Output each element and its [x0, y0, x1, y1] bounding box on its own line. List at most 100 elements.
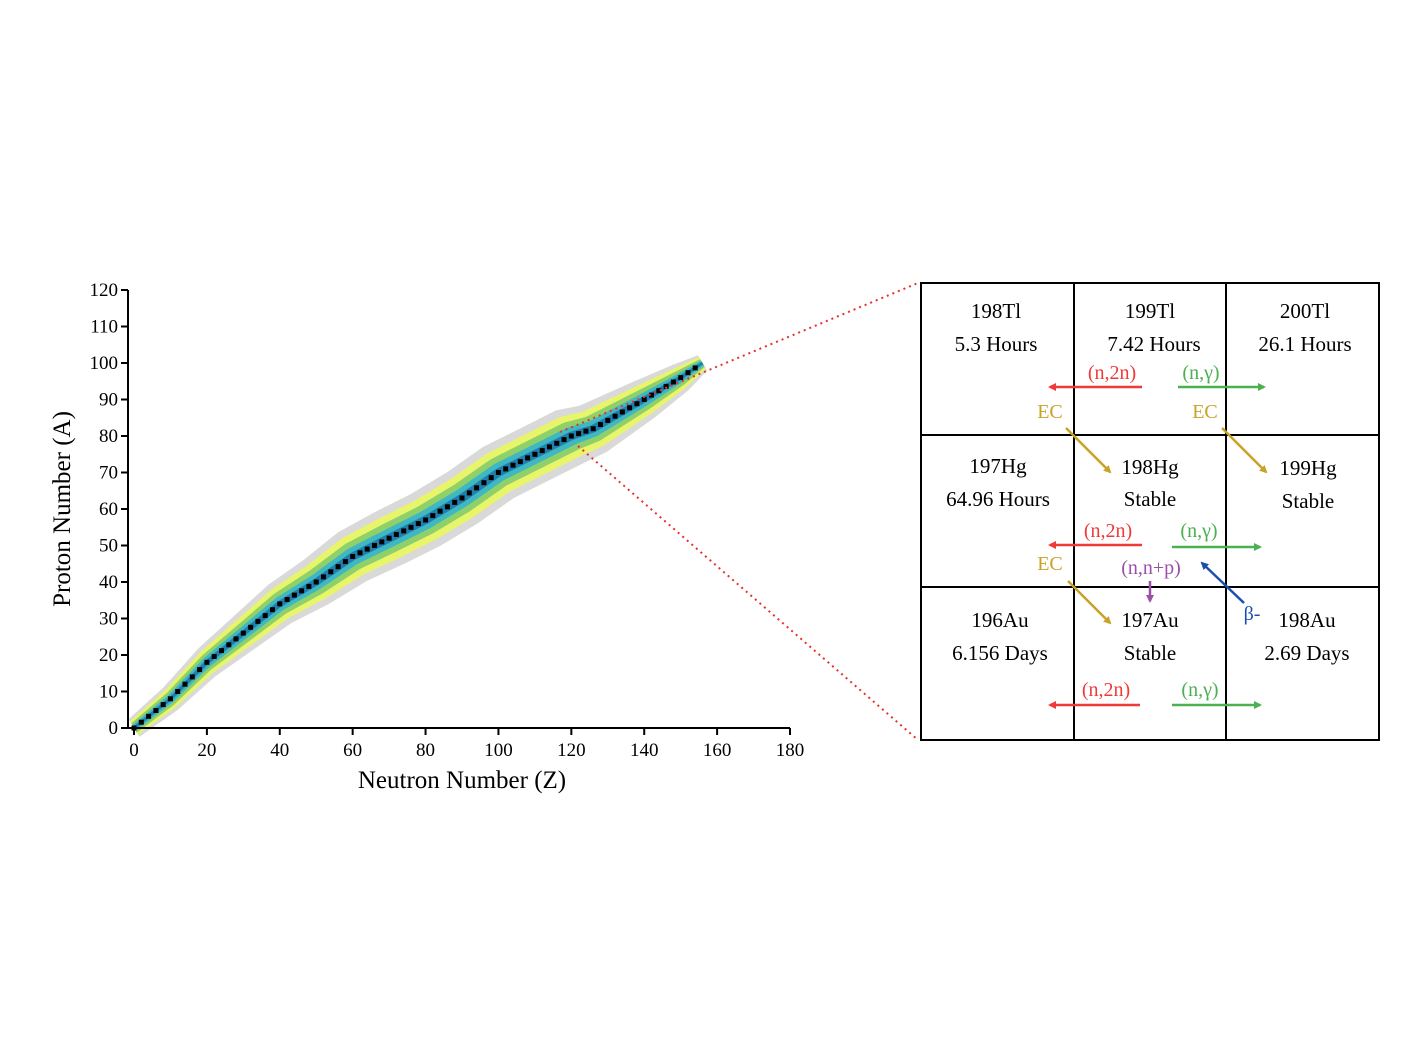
stable-nuclide	[313, 579, 319, 585]
y-tick-label: 60	[99, 499, 118, 520]
stable-nuclide	[364, 546, 370, 552]
stable-nuclide	[321, 574, 326, 580]
stable-nuclide	[342, 559, 348, 565]
cell-200Tl-name: 200Tl	[1280, 299, 1330, 323]
stable-nuclide	[270, 607, 275, 613]
cell-197Hg-info: 64.96 Hours	[946, 487, 1050, 511]
stable-nuclide	[189, 674, 195, 680]
y-ticks: 0 10 20 30 40 50 60 70 80 90 100 110 120	[90, 280, 128, 739]
x-tick-label: 120	[557, 740, 586, 761]
stable-nuclide	[641, 397, 647, 402]
stable-nuclide	[634, 401, 640, 407]
stable-nuclide	[233, 636, 239, 642]
stable-nuclide	[372, 543, 377, 548]
nuclide-grid: 198Tl 5.3 Hours 199Tl 7.42 Hours 200Tl 2…	[920, 282, 1380, 741]
stable-nuclide	[248, 624, 254, 630]
stable-nuclide	[240, 630, 246, 636]
x-tick-label: 180	[776, 740, 805, 761]
stable-nuclide	[510, 462, 516, 468]
stability-line	[131, 365, 698, 731]
stable-nuclide	[262, 613, 268, 619]
stable-nuclide	[211, 654, 217, 659]
y-tick-label: 40	[99, 572, 118, 593]
stable-nuclide	[525, 455, 531, 461]
stable-nuclide	[452, 499, 458, 505]
cell-199Hg-info: Stable	[1282, 489, 1335, 513]
stable-nuclide	[291, 592, 297, 598]
stable-nuclide	[670, 379, 676, 385]
stable-nuclide	[197, 667, 203, 673]
stable-nuclide	[226, 642, 232, 648]
stable-nuclide	[488, 475, 494, 481]
cell-198Tl-info: 5.3 Hours	[955, 332, 1038, 356]
cell-198Hg-info: Stable	[1124, 487, 1177, 511]
stable-nuclide	[547, 444, 552, 450]
stable-nuclide	[401, 528, 407, 534]
stable-nuclide	[466, 490, 472, 496]
x-tick-label: 80	[416, 740, 435, 761]
x-tick-label: 160	[703, 740, 732, 761]
stable-nuclide	[138, 719, 144, 725]
stable-nuclide	[167, 696, 173, 702]
cell-198Hg-name: 198Hg	[1121, 455, 1179, 479]
rx-beta-arrow	[1200, 561, 1245, 604]
y-tick-label: 0	[109, 718, 119, 739]
stable-nuclide	[255, 618, 261, 624]
stable-nuclide	[561, 437, 567, 443]
cell-198Au-info: 2.69 Days	[1264, 641, 1349, 665]
stable-nuclide	[568, 433, 574, 439]
stable-nuclide	[182, 681, 188, 687]
rx-ec-arrow	[1067, 580, 1112, 625]
stable-nuclide	[299, 588, 305, 594]
stable-nuclide	[503, 466, 509, 472]
cell-198Tl-name: 198Tl	[971, 299, 1021, 323]
rx-ngamma-label: (n,γ)	[1182, 362, 1219, 384]
y-tick-label: 80	[99, 426, 118, 447]
stable-nuclide	[495, 470, 501, 475]
cell-198Au-name: 198Au	[1278, 608, 1336, 632]
cell-197Au-info: Stable	[1124, 641, 1177, 665]
stable-nuclide	[678, 375, 684, 381]
rx-ec-arrow	[1065, 427, 1112, 474]
cell-199Tl-info: 7.42 Hours	[1107, 332, 1200, 356]
stable-nuclide	[590, 426, 596, 432]
stable-nuclide	[430, 513, 436, 519]
stable-nuclide	[554, 440, 560, 446]
x-tick-label: 140	[630, 740, 659, 761]
rx-n2n-label: (n,2n)	[1082, 679, 1130, 701]
x-axis-title: Neutron Number (Z)	[358, 767, 566, 794]
stable-nuclide	[153, 708, 159, 713]
nuclide-chart: 0 20 40 60 80 100 120 140 160 180 0 10 20 30 40 50 60 70…	[49, 280, 804, 794]
rx-ec-label: EC	[1037, 401, 1063, 423]
x-tick-label: 40	[270, 740, 289, 761]
stable-nuclide	[481, 480, 487, 486]
stable-nuclide	[335, 564, 341, 570]
x-ticks: 0 20 40 60 80 100 120 140 160 180	[129, 728, 804, 761]
stable-nuclide	[437, 508, 443, 514]
stable-nuclide	[393, 532, 399, 537]
rx-n2n-label: (n,2n)	[1084, 520, 1132, 542]
stable-nuclide	[408, 524, 414, 530]
rx-n2n-label: (n,2n)	[1088, 362, 1136, 384]
stable-nuclide	[605, 417, 611, 423]
y-axis-title: Proton Number (A)	[49, 411, 76, 607]
band-green	[131, 359, 705, 733]
stable-nuclide	[692, 365, 698, 371]
y-tick-label: 10	[99, 682, 118, 703]
stable-nuclide	[459, 495, 465, 501]
stable-nuclide	[619, 409, 625, 415]
stable-nuclide	[583, 428, 589, 434]
stable-nuclide	[663, 383, 669, 389]
y-tick-label: 110	[90, 317, 118, 338]
stable-nuclide	[444, 504, 450, 510]
zoom-line-bottom	[577, 445, 919, 741]
y-tick-label: 20	[99, 645, 118, 666]
stable-nuclide	[474, 485, 480, 491]
stable-nuclide	[598, 422, 603, 427]
stable-nuclide	[649, 392, 654, 398]
stable-nuclide	[423, 517, 429, 523]
stable-nuclide	[539, 448, 545, 454]
stable-nuclide	[204, 659, 210, 665]
cell-199Hg-name: 199Hg	[1279, 456, 1337, 480]
